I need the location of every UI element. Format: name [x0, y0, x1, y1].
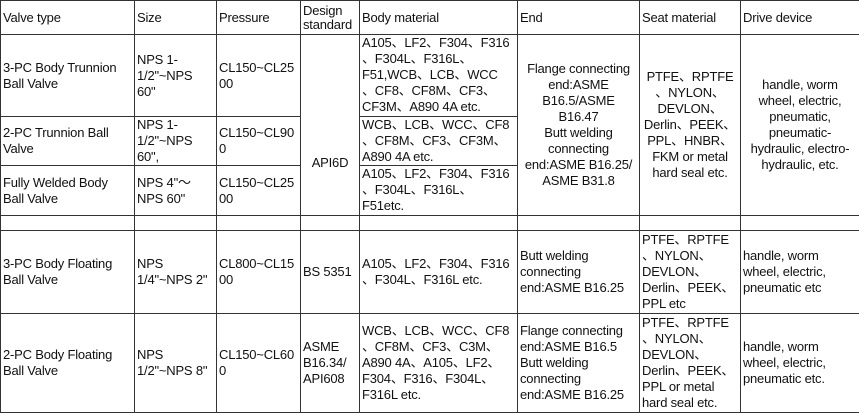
body-material-cell: WCB、LCB、WCC、CF8 、CF8M、CF3、C3M、 A890 4A、A… [360, 314, 518, 413]
empty-cell [640, 216, 741, 231]
design-standard-cell: ASME B16.34/ API608 [301, 314, 360, 413]
valve-type-cell: 2-PC Trunnion Ball Valve [1, 117, 135, 166]
size-cell: NPS 1- 1/2"~NPS 60", [135, 117, 217, 166]
empty-cell [301, 216, 360, 231]
header-pressure: Pressure [217, 1, 301, 35]
design-standard-cell: BS 5351 [301, 231, 360, 314]
design-standard-cell: API6D [301, 35, 360, 216]
table-row: 3-PC Body Floating Ball Valve NPS 1/4"~N… [1, 231, 859, 314]
pressure-cell: CL800~CL15 00 [217, 231, 301, 314]
pressure-cell: CL150~CL60 0 [217, 314, 301, 413]
empty-cell [1, 216, 135, 231]
empty-cell [741, 216, 859, 231]
header-body-material: Body material [360, 1, 518, 35]
drive-device-cell: handle, worm wheel, electric, pneumatic … [741, 314, 859, 413]
header-end: End [518, 1, 640, 35]
end-cell: Butt welding connecting end:ASME B16.25 [518, 231, 640, 314]
body-material-cell: A105、LF2、F304、F316 、F304L、F316L etc. [360, 231, 518, 314]
table-row: 2-PC Body Floating Ball Valve NPS 1/2"~N… [1, 314, 859, 413]
drive-device-cell: handle, worm wheel, electric, pneumatic … [741, 231, 859, 314]
body-material-cell: A105、LF2、F304、F316 、F304L、F316L、 F51etc. [360, 166, 518, 216]
valve-type-cell: 3-PC Body Trunnion Ball Valve [1, 35, 135, 117]
pressure-cell: CL150~CL25 00 [217, 35, 301, 117]
pressure-cell: CL150~CL25 00 [217, 166, 301, 216]
valve-type-cell: 2-PC Body Floating Ball Valve [1, 314, 135, 413]
end-cell: Flange connecting end:ASME B16.5 Butt we… [518, 314, 640, 413]
valve-type-cell: Fully Welded Body Ball Valve [1, 166, 135, 216]
header-drive-device: Drive device [741, 1, 859, 35]
empty-cell [217, 216, 301, 231]
pressure-cell: CL150~CL90 0 [217, 117, 301, 166]
header-design-standard: Design standard [301, 1, 360, 35]
body-material-cell: WCB、LCB、WCC、CF8 、CF8M、CF3、CF3M、 A890 4A … [360, 117, 518, 166]
table-row: 3-PC Body Trunnion Ball Valve NPS 1- 1/2… [1, 35, 859, 117]
empty-cell [135, 216, 217, 231]
body-material-cell: A105、LF2、F304、F316 、F304L、F316L、 F51,WCB… [360, 35, 518, 117]
size-cell: NPS 4"～ NPS 60" [135, 166, 217, 216]
header-row: Valve type Size Pressure Design standard… [1, 1, 859, 35]
seat-material-cell: PTFE、RPTFE 、NYLON、 DEVLON、 Derlin、PEEK、 … [640, 35, 741, 216]
end-cell: Flange connecting end:ASME B16.5/ASME B1… [518, 35, 640, 216]
header-size: Size [135, 1, 217, 35]
empty-row [1, 216, 859, 231]
size-cell: NPS 1/2"~NPS 8" [135, 314, 217, 413]
header-seat-material: Seat material [640, 1, 741, 35]
seat-material-cell: PTFE、RPTFE 、NYLON、 DEVLON、 Derlin、PEEK、 … [640, 314, 741, 413]
drive-device-cell: handle, worm wheel, electric, pneumatic,… [741, 35, 859, 216]
seat-material-cell: PTFE、RPTFE 、NYLON、 DEVLON、 Derlin、PEEK、 … [640, 231, 741, 314]
size-cell: NPS 1/4"~NPS 2" [135, 231, 217, 314]
header-valve-type: Valve type [1, 1, 135, 35]
valve-type-cell: 3-PC Body Floating Ball Valve [1, 231, 135, 314]
empty-cell [360, 216, 518, 231]
empty-cell [518, 216, 640, 231]
size-cell: NPS 1- 1/2"~NPS 60" [135, 35, 217, 117]
